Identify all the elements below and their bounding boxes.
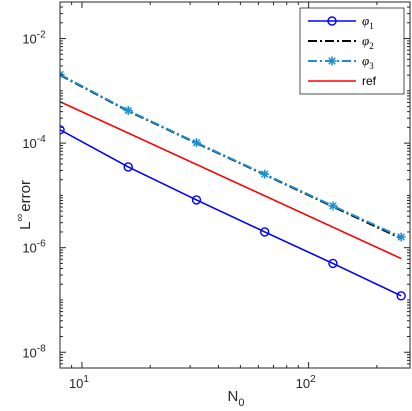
series-3-point-3 — [191, 138, 201, 148]
axis-layer: 101 102 10-8 10-6 10-4 10-2 — [22, 1, 411, 391]
legend-marker-3 — [327, 56, 337, 66]
legend-label-3: φ3 — [362, 53, 374, 71]
series-1-point-1 — [60, 125, 65, 135]
legend-marker-1 — [327, 16, 337, 26]
series-line-4 — [60, 100, 402, 260]
series-3-point-4 — [260, 169, 270, 179]
series-1-point-4 — [260, 227, 270, 237]
legend-label-4: ref — [362, 74, 377, 88]
y-tick-label-1: 10-8 — [22, 343, 46, 360]
plot-frame — [59, 1, 411, 369]
y-axis-label: L∞error — [14, 180, 34, 230]
series-3-point-6 — [396, 232, 406, 242]
series-1-point-5 — [328, 258, 338, 269]
axis-titles: L∞error N0 — [14, 180, 244, 409]
series-1-point-6 — [396, 291, 406, 301]
x-tick-label-2: 102 — [296, 374, 316, 391]
series-1-point-3 — [191, 195, 202, 205]
x-tick-label-1: 101 — [69, 374, 89, 391]
legend-label-1: φ1 — [362, 13, 374, 31]
legend-label-2: φ2 — [362, 33, 374, 51]
legend-box — [299, 7, 405, 95]
x-axis-label: N0 — [228, 388, 245, 409]
series-3-point-5 — [328, 201, 338, 211]
series-group — [60, 70, 406, 301]
series-1-point-2 — [123, 162, 133, 172]
series-line-3 — [60, 73, 402, 238]
series-line-1 — [60, 129, 402, 297]
y-tick-label-4: 10-2 — [22, 30, 46, 47]
y-tick-label-2: 10-6 — [22, 239, 46, 256]
y-tick-label-3: 10-4 — [22, 134, 46, 151]
series-3-point-2 — [123, 106, 133, 116]
legend: φ1 φ2 φ3 ref — [299, 7, 405, 95]
